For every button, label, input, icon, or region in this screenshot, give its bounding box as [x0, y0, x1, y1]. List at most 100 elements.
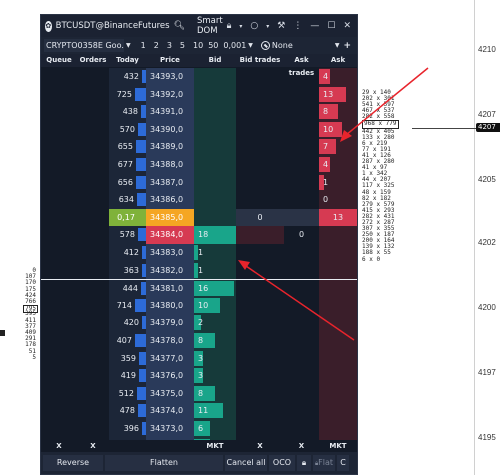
- bid-cell[interactable]: 6: [194, 420, 236, 438]
- lock-icon[interactable]: 🔒︎: [297, 455, 311, 471]
- ask-cell[interactable]: [319, 280, 357, 297]
- dom-ladder[interactable]: 432 34393,0 4 725 34392,0 13 438 34391,0 8 570 343…: [41, 68, 357, 440]
- price-cell[interactable]: 34385,0: [146, 208, 194, 227]
- bid-cell[interactable]: 6: [194, 437, 236, 440]
- ladder-row[interactable]: 363 34382,0 1: [41, 261, 357, 280]
- market-order-button[interactable]: MKT: [206, 442, 224, 450]
- cancel-all-button[interactable]: Cancel all: [225, 455, 267, 471]
- ladder-row[interactable]: 725 34392,0 13: [41, 85, 357, 104]
- price-cell[interactable]: 34389,0: [146, 138, 194, 156]
- bid-cell[interactable]: [194, 103, 236, 121]
- ask-cell[interactable]: [319, 437, 357, 440]
- ladder-row[interactable]: 438 34391,0 8: [41, 103, 357, 121]
- price-cell[interactable]: 34393,0: [146, 68, 194, 86]
- ladder-row[interactable]: 655 34389,0 7: [41, 138, 357, 156]
- ask-cell[interactable]: [319, 349, 357, 368]
- bid-cell[interactable]: 8: [194, 332, 236, 350]
- ask-cell[interactable]: [319, 384, 357, 403]
- market-order-button[interactable]: MKT: [329, 442, 347, 450]
- ask-cell[interactable]: [319, 226, 357, 244]
- bid-cell[interactable]: [194, 156, 236, 174]
- price-cell[interactable]: 34387,0: [146, 173, 194, 192]
- ladder-row[interactable]: 420 34379,0 2: [41, 314, 357, 332]
- ladder-row[interactable]: 407 34378,0 8: [41, 332, 357, 350]
- ask-cell[interactable]: [319, 296, 357, 315]
- ladder-row[interactable]: 478 34374,0 11: [41, 402, 357, 420]
- price-cell[interactable]: 34383,0: [146, 244, 194, 262]
- ask-cell[interactable]: 4: [319, 68, 357, 86]
- cancel-column-button[interactable]: X: [298, 442, 305, 450]
- price-cell[interactable]: 34380,0: [146, 296, 194, 315]
- flat-button[interactable]: 🔒︎Flat: [313, 455, 335, 471]
- bid-cell[interactable]: 18: [194, 226, 236, 244]
- quantity-input[interactable]: 0,001: [223, 41, 247, 50]
- bid-cell[interactable]: [194, 173, 236, 192]
- minimize-icon[interactable]: —: [310, 21, 320, 31]
- chevron-down-icon[interactable]: ▾: [239, 22, 243, 30]
- close-icon[interactable]: ✕: [343, 21, 351, 31]
- quantity-3[interactable]: 3: [166, 41, 172, 50]
- ask-cell[interactable]: [319, 367, 357, 385]
- account-select[interactable]: CRYPTO0358E Goo...: [44, 39, 124, 52]
- ask-cell[interactable]: 1: [319, 173, 357, 192]
- ask-cell[interactable]: [319, 420, 357, 438]
- bid-cell[interactable]: [194, 68, 236, 86]
- ladder-row[interactable]: 0,17 34385,0 0 13: [41, 208, 357, 227]
- price-cell[interactable]: 34381,0: [146, 280, 194, 297]
- link-icon[interactable]: ○: [250, 21, 259, 31]
- bid-cell[interactable]: 1: [194, 244, 236, 262]
- bid-cell[interactable]: [194, 120, 236, 139]
- search-icon[interactable]: 🔍︎: [173, 21, 185, 31]
- ask-cell[interactable]: 4: [319, 156, 357, 174]
- bid-cell[interactable]: [194, 208, 236, 227]
- price-cell[interactable]: 34388,0: [146, 156, 194, 174]
- chevron-down-icon[interactable]: ▼: [126, 42, 131, 49]
- bid-cell[interactable]: 10: [194, 296, 236, 315]
- cancel-column-button[interactable]: X: [90, 442, 96, 450]
- quantity-1[interactable]: 1: [140, 41, 146, 50]
- ladder-row[interactable]: 570 34390,0 10: [41, 120, 357, 139]
- chevron-down-icon[interactable]: ▼: [248, 42, 253, 49]
- ladder-row[interactable]: 44534372,06: [41, 437, 357, 440]
- c-button[interactable]: C: [337, 455, 349, 471]
- ladder-row[interactable]: 714 34380,0 10: [41, 296, 357, 315]
- ladder-row[interactable]: 634 34386,0 0: [41, 191, 357, 209]
- ladder-row[interactable]: 677 34388,0 4: [41, 156, 357, 174]
- ladder-row[interactable]: 419 34376,0 3: [41, 367, 357, 385]
- price-cell[interactable]: 34386,0: [146, 191, 194, 209]
- ask-cell[interactable]: 13: [319, 208, 357, 227]
- ask-cell[interactable]: [319, 261, 357, 280]
- cancel-column-button[interactable]: X: [56, 442, 62, 450]
- ask-cell[interactable]: 0: [319, 191, 357, 209]
- price-cell[interactable]: 34376,0: [146, 367, 194, 385]
- chevron-down-icon[interactable]: ▼: [334, 42, 340, 49]
- bid-cell[interactable]: 8: [194, 384, 236, 403]
- oco-button[interactable]: OCO: [269, 455, 295, 471]
- price-cell[interactable]: 34378,0: [146, 332, 194, 350]
- quantity-5[interactable]: 5: [179, 41, 185, 50]
- maximize-icon[interactable]: ☐: [327, 21, 336, 31]
- price-cell[interactable]: 34374,0: [146, 402, 194, 420]
- bid-cell[interactable]: [194, 138, 236, 156]
- ask-cell[interactable]: 13: [319, 85, 357, 104]
- price-cell[interactable]: 34382,0: [146, 261, 194, 280]
- ladder-row[interactable]: 432 34393,0 4: [41, 68, 357, 86]
- bid-cell[interactable]: 3: [194, 349, 236, 368]
- quantity-10[interactable]: 10: [193, 41, 204, 50]
- ladder-row[interactable]: 396 34373,0 6: [41, 420, 357, 438]
- price-cell[interactable]: 34390,0: [146, 120, 194, 139]
- settings-icon[interactable]: ⚒: [277, 21, 286, 31]
- ladder-row[interactable]: 656 34387,0 1: [41, 173, 357, 192]
- chevron-down-icon[interactable]: ▾: [266, 22, 270, 30]
- flatten-button[interactable]: Flatten: [105, 455, 223, 471]
- price-cell[interactable]: 34379,0: [146, 314, 194, 332]
- tp-sl-select[interactable]: None: [260, 41, 293, 50]
- price-cell[interactable]: 34377,0: [146, 349, 194, 368]
- ask-cell[interactable]: [319, 314, 357, 332]
- quantity-50[interactable]: 50: [208, 41, 219, 50]
- ladder-row[interactable]: 444 34381,0 16: [41, 279, 357, 297]
- bid-cell[interactable]: 3: [194, 367, 236, 385]
- bid-cell[interactable]: [194, 85, 236, 104]
- ladder-row[interactable]: 412 34383,0 1: [41, 244, 357, 262]
- price-cell[interactable]: 34391,0: [146, 103, 194, 121]
